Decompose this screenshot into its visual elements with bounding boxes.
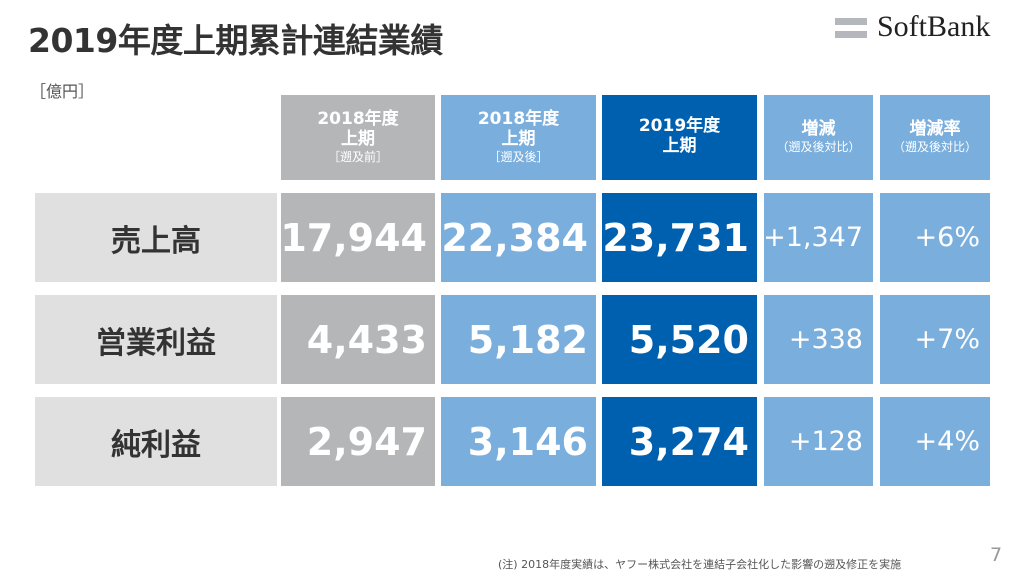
cell-fy18-before: 2,947 [281,397,435,486]
cell-change: +128 [764,397,873,486]
cell-fy18-before: 4,433 [281,295,435,384]
cell-fy19: 5,520 [602,295,757,384]
logo-bar-icon [835,18,867,25]
header-line1: 2019年度 [638,115,721,136]
cell-rate: +6% [880,193,990,282]
header-sub: ［遡及後］ [488,150,549,165]
logo-bar-icon [835,31,867,38]
row-label: 純利益 [35,397,277,486]
header-line1: 増減率 [909,118,961,139]
cell-fy19: 3,274 [602,397,757,486]
header-line2: 上期 [341,128,375,149]
column-header: 増減 （遡及後対比） [764,95,873,180]
page-number: 7 [990,544,1003,566]
header-line1: 増減 [801,118,836,139]
logo-text: SoftBank [877,10,991,43]
column-header: 2018年度 上期 ［遡及後］ [441,95,596,180]
header-sub: ［遡及前］ [327,150,388,165]
row-label: 営業利益 [35,295,277,384]
footnote: (注) 2018年度実績は、ヤフー株式会社を連結子会社化した影響の遡及修正を実施 [498,558,902,571]
cell-change: +338 [764,295,873,384]
row-label: 売上高 [35,193,277,282]
page-title: 2019年度上期累計連結業績 [28,21,443,60]
column-header: 2018年度 上期 ［遡及前］ [281,95,435,180]
cell-fy18-before: 17,944 [280,193,435,282]
cell-fy18-after: 5,182 [441,295,596,384]
header-line2: 上期 [501,128,536,149]
cell-rate: +4% [880,397,990,486]
cell-rate: +7% [880,295,990,384]
header-line2: 上期 [662,135,697,156]
cell-fy18-after: 22,384 [441,193,596,282]
header-sub: （遡及後対比） [776,140,861,155]
header-sub: （遡及後対比） [892,140,977,155]
unit-label: ［億円］ [30,82,95,101]
cell-change: +1,347 [763,193,873,282]
column-header: 増減率 （遡及後対比） [880,95,990,180]
cell-fy18-after: 3,146 [441,397,596,486]
column-header: 2019年度 上期 [602,95,757,180]
cell-fy19: 23,731 [602,193,757,282]
header-line1: 2018年度 [477,109,560,130]
header-line1: 2018年度 [317,109,399,130]
